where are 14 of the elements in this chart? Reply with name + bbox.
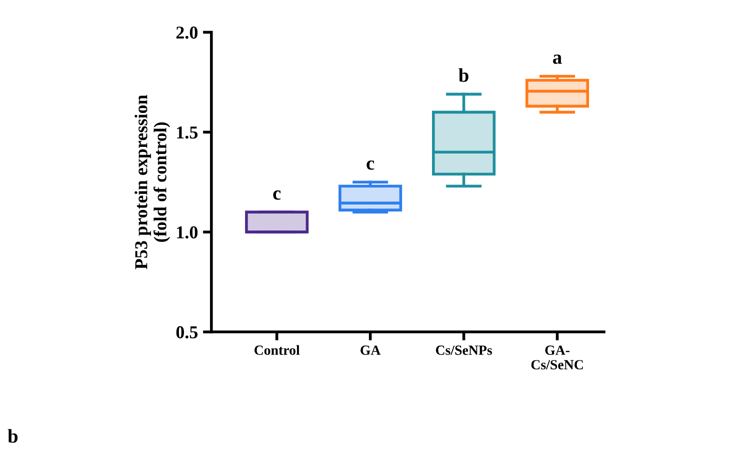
x-tick-label: Cs/SeNPs	[436, 346, 492, 355]
y-axis-title: P53 protein expression (fold of control)	[134, 94, 170, 270]
y-tick-label: 1.5	[177, 126, 198, 139]
y-tick-label: 1.0	[177, 226, 198, 239]
annotation: c	[273, 190, 281, 200]
x-tick-label: GA- Cs/SeNC	[531, 346, 583, 370]
annotation: c	[366, 160, 374, 170]
x-tick-label: Control	[254, 345, 300, 355]
y-tick-label: 2.0	[176, 26, 198, 39]
text: b	[8, 429, 18, 443]
annotation: b	[458, 68, 468, 82]
y-tick-label: 0.5	[176, 326, 198, 338]
annotation: a	[553, 54, 562, 64]
x-tick-label: GA	[360, 346, 381, 355]
